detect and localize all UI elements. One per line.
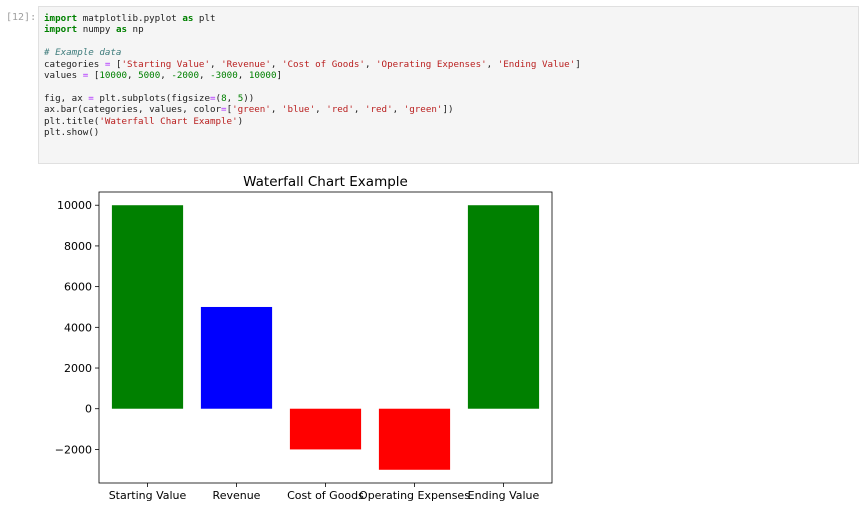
- code-token: [: [88, 69, 100, 81]
- code-token: 'Waterfall Chart Example': [99, 115, 238, 127]
- code-token: plt: [193, 13, 216, 24]
- code-token: ,: [237, 69, 249, 81]
- code-line: # Example data: [44, 47, 858, 58]
- code-token: 'blue': [281, 104, 316, 116]
- code-token: 'red': [364, 104, 393, 116]
- code-token: ,: [210, 58, 222, 70]
- code-token: as: [182, 13, 194, 24]
- code-token: (: [215, 92, 222, 104]
- code-line: plt.show(): [44, 127, 858, 138]
- code-line: ax.bar(categories, values, color=['green…: [44, 104, 858, 115]
- code-token: matplotlib.pyplot: [77, 13, 183, 24]
- code-token: plt.subplots(figsize: [93, 92, 210, 104]
- code-token: [: [110, 58, 122, 70]
- y-tick-label: 8000: [64, 240, 92, 253]
- x-tick-label: Revenue: [213, 489, 261, 502]
- cell-prompt: [12]:: [6, 12, 37, 23]
- code-token: import: [44, 13, 78, 24]
- y-tick-label: 10000: [57, 199, 92, 212]
- code-token: categories: [44, 58, 105, 70]
- code-token: ,: [226, 92, 238, 104]
- code-token: values: [44, 69, 83, 81]
- code-line: [44, 81, 858, 92]
- code-token: ): [237, 115, 244, 127]
- code-token: 'Cost of Goods': [281, 58, 365, 70]
- cell-output: −2000 0 2000 4000 6000 8000 10000 Starting Valu…: [0, 168, 866, 508]
- code-token: ,: [270, 58, 282, 70]
- code-token: 10000: [248, 69, 277, 81]
- bar-2: [289, 408, 362, 450]
- code-token: ,: [353, 104, 365, 116]
- code-token: =: [221, 104, 227, 116]
- bar-chart: −2000 0 2000 4000 6000 8000 10000 Starting Valu…: [55, 174, 553, 502]
- y-tick-label: 4000: [64, 321, 92, 334]
- code-line: categories = ['Starting Value', 'Revenue…: [44, 59, 858, 70]
- code-token: 'green': [403, 104, 443, 116]
- code-token: 'green': [232, 104, 271, 116]
- code-token: fig, ax: [44, 92, 89, 104]
- code-token: ,: [364, 58, 377, 70]
- code-token: ,: [270, 104, 282, 116]
- y-tick-label: −2000: [55, 443, 92, 456]
- code-token: np: [127, 24, 144, 36]
- y-tick-label: 0: [85, 403, 92, 416]
- code-cell[interactable]: import matplotlib.pyplot as plt import nu…: [38, 6, 859, 164]
- code-line: fig, ax = plt.subplots(figsize=(8, 5)): [44, 93, 858, 104]
- code-token: 'Operating Expenses': [376, 58, 487, 70]
- code-token: 'red': [326, 104, 354, 116]
- x-tick-label: Operating Expenses: [359, 489, 470, 502]
- code-token: )): [243, 92, 255, 104]
- bar-4: [467, 205, 540, 409]
- code-token: 'Starting Value': [121, 58, 210, 70]
- code-token: ]: [276, 69, 283, 81]
- bar-3: [378, 408, 451, 470]
- code-token: 5000: [138, 69, 161, 81]
- code-token: import: [44, 24, 78, 36]
- code-token: ax.bar(categories, values, color: [44, 104, 222, 116]
- code-token: ,: [315, 104, 327, 116]
- code-token: ]): [442, 104, 454, 116]
- code-token: -3000: [210, 69, 238, 81]
- code-token: =: [104, 58, 111, 70]
- code-line: plt.title('Waterfall Chart Example'): [44, 116, 858, 127]
- x-tick-label: Cost of Goods: [287, 489, 364, 502]
- code-token: ]: [575, 58, 581, 70]
- code-token: 'Revenue': [221, 58, 271, 70]
- chart-title: Waterfall Chart Example: [243, 174, 408, 190]
- bar-0: [111, 205, 184, 409]
- code-token: ,: [127, 69, 139, 81]
- code-token: ,: [486, 58, 498, 70]
- code-token: ,: [392, 104, 404, 116]
- code-token: # Example data: [44, 47, 122, 59]
- code-token: plt.title(: [44, 115, 100, 127]
- y-tick-label: 6000: [64, 281, 92, 294]
- y-tick-label: 2000: [64, 362, 92, 375]
- code-token: as: [115, 24, 128, 36]
- bar-1: [200, 306, 273, 409]
- code-token: =: [209, 92, 216, 104]
- code-line: values = [10000, 5000, -2000, -3000, 100…: [44, 70, 858, 81]
- code-token: numpy: [77, 24, 116, 36]
- code-token: =: [82, 69, 89, 81]
- code-token: 10000: [99, 69, 128, 81]
- code-token: =: [88, 92, 94, 104]
- code-line: import numpy as np: [44, 24, 858, 35]
- code-line: [44, 36, 858, 47]
- code-token: [: [226, 104, 233, 116]
- code-line: import matplotlib.pyplot as plt: [44, 13, 858, 24]
- code-token: -2000: [171, 69, 199, 81]
- code-token: 'Ending Value': [497, 58, 576, 70]
- code-token: 5: [237, 92, 244, 104]
- code-token: ,: [160, 69, 172, 81]
- code-token: ,: [199, 69, 211, 81]
- x-tick-label: Ending Value: [468, 489, 540, 502]
- code-token: 8: [221, 92, 227, 104]
- x-tick-label: Starting Value: [109, 489, 187, 502]
- code-token: plt.show(): [44, 126, 100, 138]
